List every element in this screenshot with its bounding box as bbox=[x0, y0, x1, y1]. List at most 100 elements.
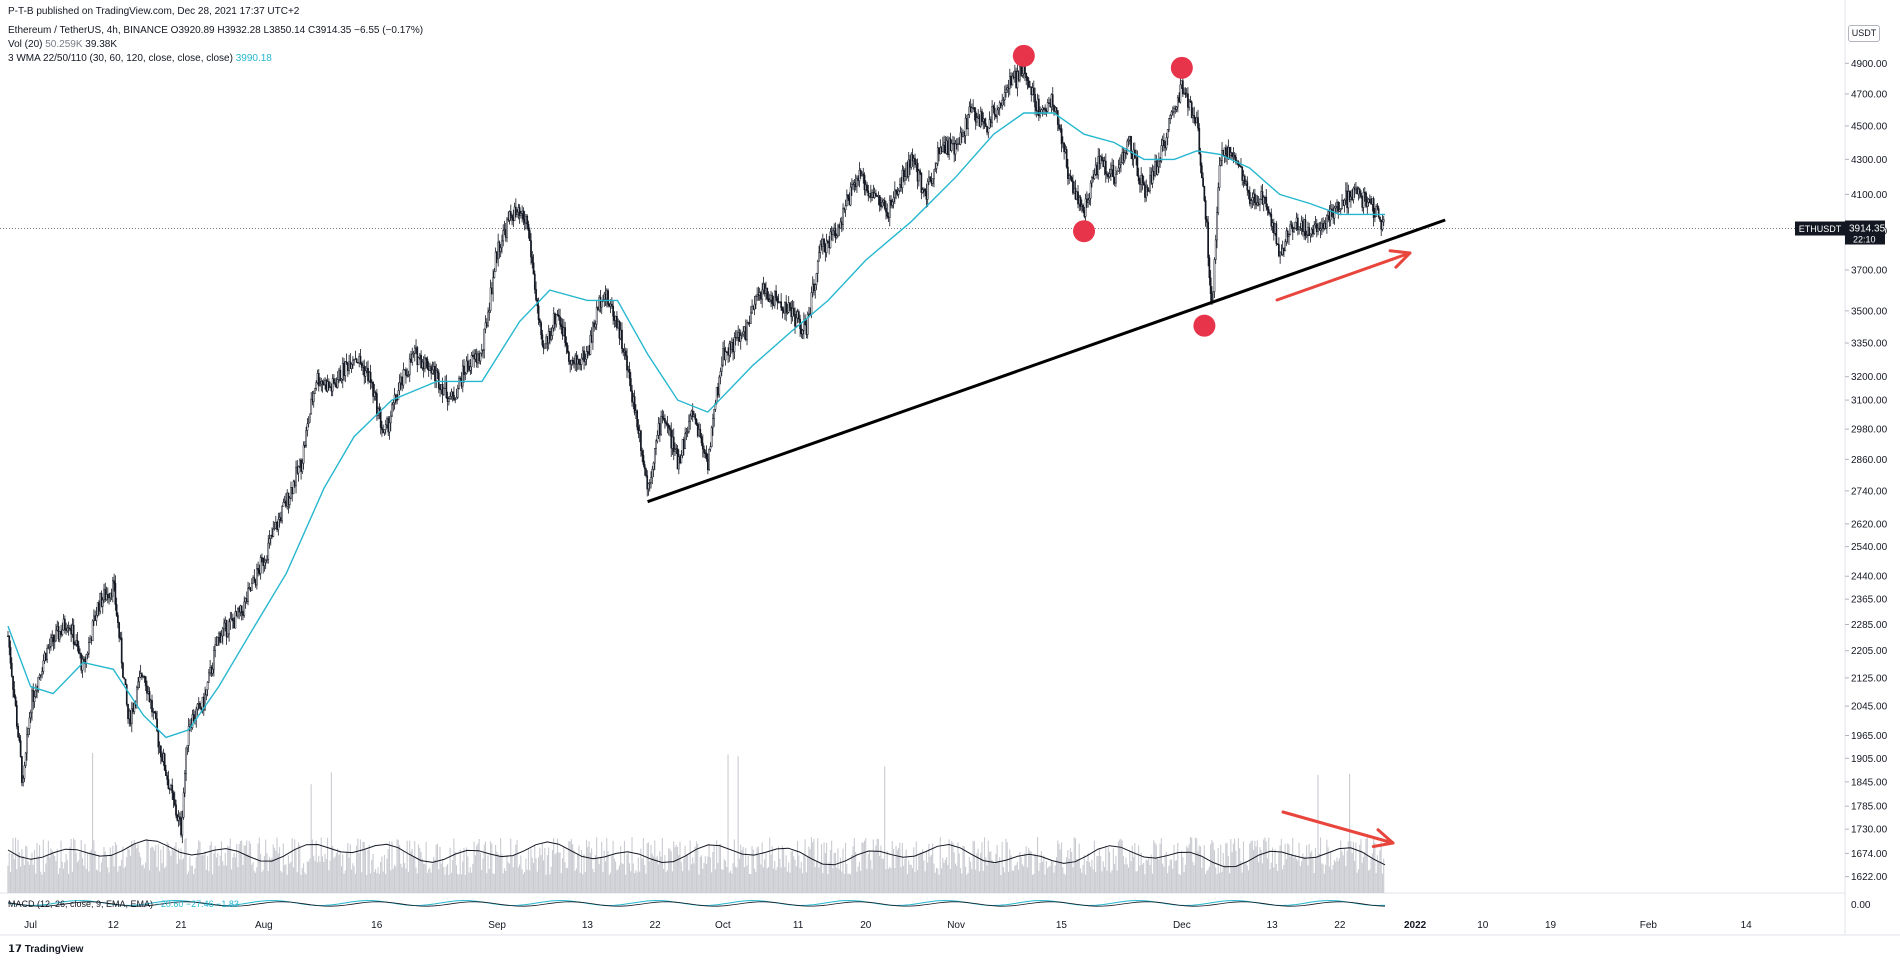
candle-body bbox=[1112, 165, 1115, 178]
volume-bar bbox=[874, 850, 876, 893]
candle-body bbox=[1206, 219, 1208, 223]
volume-bar bbox=[1206, 870, 1208, 893]
candle-body bbox=[416, 347, 419, 366]
candle-body bbox=[463, 365, 465, 375]
candle-body bbox=[50, 637, 52, 647]
volume-bar bbox=[516, 840, 518, 893]
candle-body bbox=[1365, 192, 1367, 207]
candle-body bbox=[1246, 181, 1249, 191]
volume-bar bbox=[21, 849, 23, 893]
candle-body bbox=[14, 696, 17, 706]
candle-body bbox=[849, 186, 852, 206]
volume-bar bbox=[424, 864, 426, 893]
candle-body bbox=[228, 621, 230, 635]
candle-body bbox=[1376, 206, 1379, 209]
volume-bar bbox=[185, 837, 187, 893]
volume-bar bbox=[26, 846, 28, 893]
volume-bar bbox=[607, 851, 609, 893]
volume-bar bbox=[1076, 858, 1078, 893]
candle-body bbox=[1278, 244, 1280, 257]
volume-bar bbox=[1077, 859, 1079, 893]
volume-bar bbox=[1103, 866, 1106, 893]
volume-bar bbox=[909, 864, 911, 893]
volume-bar bbox=[73, 838, 75, 893]
volume-bar bbox=[570, 839, 572, 893]
volume-bar bbox=[289, 863, 291, 893]
candle-body bbox=[1315, 223, 1318, 233]
volume-bar bbox=[1306, 845, 1308, 893]
volume-bar bbox=[1203, 845, 1205, 893]
candle-body bbox=[785, 302, 788, 313]
candle-body bbox=[1372, 198, 1375, 218]
candle-body bbox=[646, 475, 649, 490]
currency-badge[interactable]: USDT bbox=[1848, 25, 1880, 42]
candle-body bbox=[36, 690, 38, 692]
candle-body bbox=[1382, 219, 1385, 223]
candle-body bbox=[540, 322, 542, 336]
volume-bar bbox=[251, 864, 253, 893]
volume-bar bbox=[167, 843, 169, 893]
volume-bar bbox=[316, 862, 319, 893]
volume-bar bbox=[935, 867, 938, 893]
volume-bar bbox=[992, 861, 994, 893]
bottom-marker-dot bbox=[1073, 220, 1096, 243]
volume-bar bbox=[683, 858, 685, 893]
volume-bar bbox=[580, 850, 583, 893]
candle-body bbox=[686, 431, 689, 433]
volume-bar bbox=[1259, 847, 1261, 893]
candle-body bbox=[761, 289, 764, 300]
candle-body bbox=[456, 387, 459, 398]
volume-bar bbox=[783, 847, 785, 893]
volume-bar bbox=[669, 848, 671, 893]
candle-body bbox=[689, 415, 692, 422]
volume-bar bbox=[664, 855, 666, 893]
volume-bar bbox=[258, 837, 260, 893]
volume-bar bbox=[606, 838, 608, 893]
volume-bar bbox=[1093, 840, 1095, 893]
candle-body bbox=[1360, 192, 1362, 198]
candle-body bbox=[319, 383, 321, 386]
volume-bar bbox=[184, 839, 186, 893]
volume-bar bbox=[735, 866, 737, 893]
volume-bar bbox=[649, 861, 651, 893]
volume-bar bbox=[294, 839, 296, 893]
volume-bar bbox=[554, 854, 556, 893]
candle-body bbox=[921, 189, 924, 193]
candle-body bbox=[213, 649, 215, 670]
candle-body bbox=[856, 177, 858, 187]
volume-bar bbox=[385, 874, 387, 893]
candle-body bbox=[33, 696, 36, 702]
candle-body bbox=[1266, 206, 1269, 210]
volume-bar bbox=[802, 873, 804, 893]
volume-bar bbox=[474, 855, 476, 893]
volume-bar bbox=[1187, 847, 1189, 893]
candle-body bbox=[866, 184, 868, 192]
candle-body bbox=[37, 676, 40, 691]
volume-bar bbox=[492, 873, 494, 893]
volume-bar bbox=[425, 841, 427, 893]
volume-bar bbox=[1174, 860, 1176, 893]
volume-bar bbox=[1347, 841, 1349, 893]
volume-bar bbox=[1287, 843, 1289, 893]
candle-body bbox=[739, 335, 742, 342]
volume-bar bbox=[191, 865, 193, 893]
candle-body bbox=[1270, 213, 1273, 227]
volume-bar bbox=[1330, 851, 1332, 893]
volume-bar bbox=[489, 841, 492, 893]
volume-bar bbox=[243, 845, 245, 893]
volume-bar bbox=[723, 858, 725, 893]
volume-bar bbox=[650, 844, 652, 893]
volume-bar bbox=[1223, 865, 1226, 893]
volume-bar bbox=[123, 868, 125, 893]
volume-bar bbox=[280, 870, 282, 893]
volume-bar bbox=[387, 849, 389, 893]
volume-bar bbox=[826, 843, 828, 893]
candle-body bbox=[461, 365, 464, 387]
volume-bar bbox=[246, 840, 248, 893]
volume-bar bbox=[337, 848, 339, 893]
volume-bar bbox=[1151, 873, 1154, 893]
volume-bar bbox=[1071, 852, 1073, 893]
volume-bar bbox=[1213, 850, 1215, 893]
volume-bar bbox=[894, 868, 896, 893]
